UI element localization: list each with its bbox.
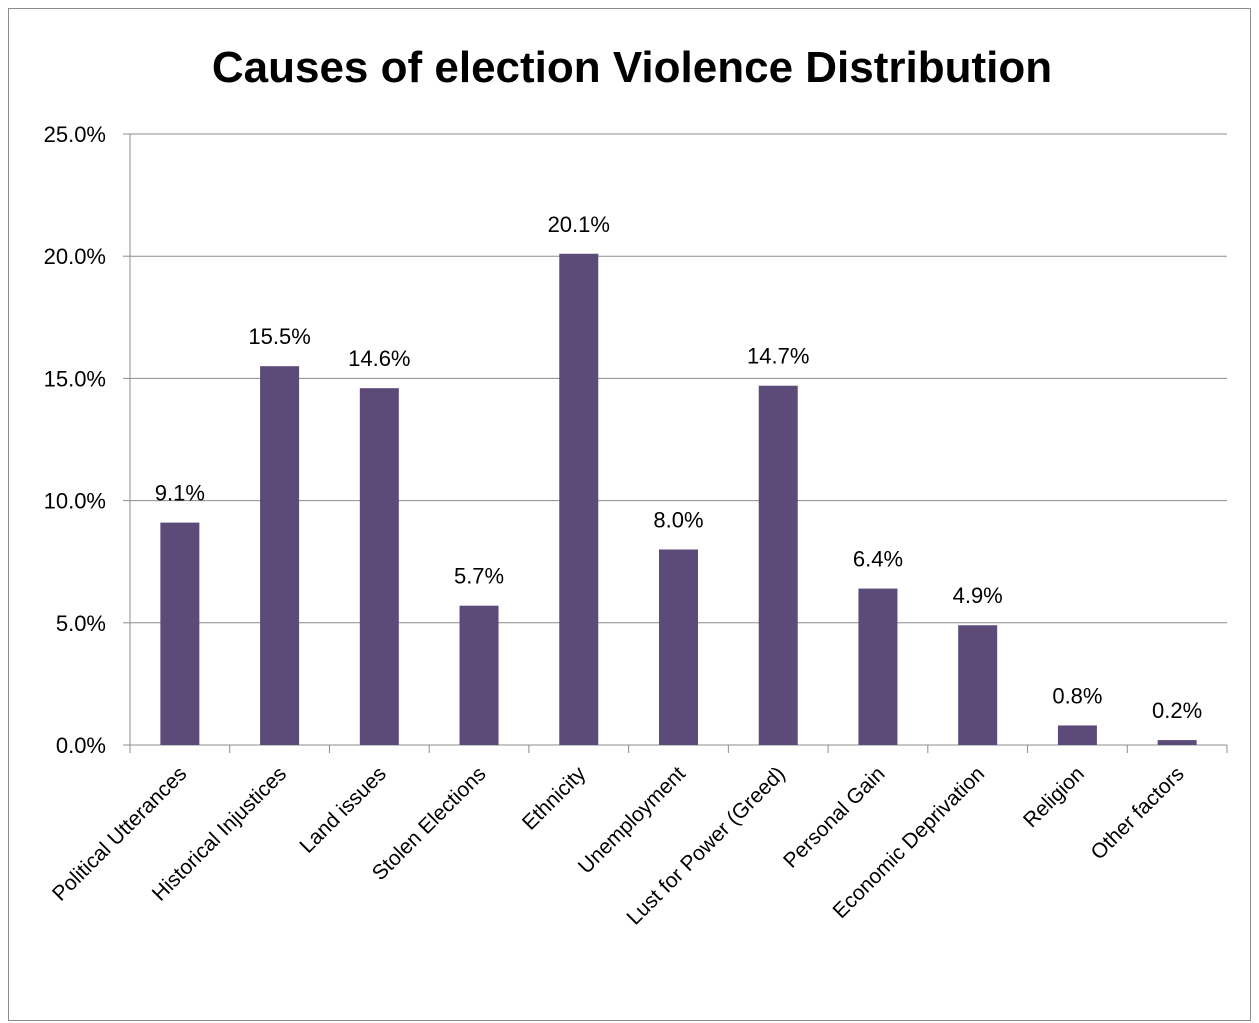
data-label: 9.1% [155,481,205,506]
bar [559,253,599,746]
data-label: 20.1% [548,212,610,237]
category-label: Unemployment [574,762,690,878]
bar [958,625,998,745]
bar [359,388,399,745]
y-tick-label: 0.0% [56,733,106,758]
data-label: 0.8% [1052,683,1102,708]
data-label: 8.0% [653,507,703,532]
data-label: 15.5% [248,324,310,349]
y-axis-ticks: 0.0% 5.0% 10.0% 15.0% 20.0% 25.0% [44,122,106,758]
data-label: 5.7% [454,564,504,589]
y-tick-label: 15.0% [44,366,106,391]
category-label: Land issues [295,762,391,858]
y-tick-label: 5.0% [56,611,106,636]
data-label: 14.6% [348,346,410,371]
y-tick-label: 20.0% [44,244,106,269]
gridlines [123,133,1227,746]
chart-frame [8,8,1251,1021]
chart-title: Causes of election Violence Distribution [212,43,1052,92]
data-label: 14.7% [747,344,809,369]
data-label: 6.4% [853,547,903,572]
bar [260,366,300,745]
bar [1157,740,1197,745]
category-label: Religion [1019,762,1089,832]
bar [858,588,898,745]
bars [160,253,1197,746]
data-label: 0.2% [1152,698,1202,723]
y-tick-label: 25.0% [44,122,106,147]
bar [1057,725,1097,745]
data-labels: 9.1% 15.5% 14.6% 5.7% 20.1% 8.0% 14.7% 6.4% 4.9%… [155,212,1202,723]
bar [160,522,200,745]
bar [659,549,698,745]
y-tick-label: 10.0% [44,489,106,514]
bar [459,605,499,745]
bar [758,385,798,745]
category-label: Ethnicity [518,762,591,835]
data-label: 4.9% [953,583,1003,608]
category-label: Personal Gain [779,762,889,872]
category-label: Other factors [1087,762,1189,864]
